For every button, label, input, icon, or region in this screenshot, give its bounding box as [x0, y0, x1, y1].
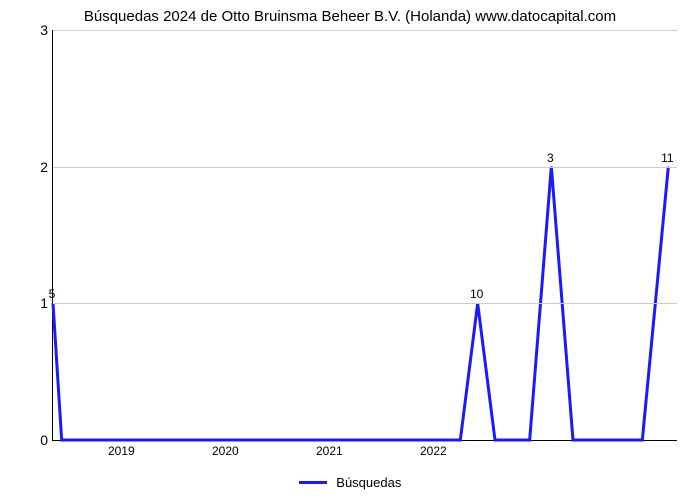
chart-title: Búsquedas 2024 de Otto Bruinsma Beheer B…	[0, 8, 700, 25]
value-label: 10	[470, 287, 483, 301]
x-tick-label: 2019	[108, 444, 135, 458]
y-tick-label: 2	[28, 159, 48, 175]
gridline-y	[53, 30, 677, 31]
line-series	[53, 30, 677, 440]
chart-container: Búsquedas 2024 de Otto Bruinsma Beheer B…	[0, 0, 700, 500]
x-tick-label: 2020	[212, 444, 239, 458]
plot-area	[52, 30, 677, 441]
value-label: 11	[661, 151, 673, 165]
value-label: 3	[547, 151, 554, 165]
legend-label: Búsquedas	[336, 475, 401, 490]
legend: Búsquedas	[0, 474, 700, 490]
y-tick-label: 1	[28, 295, 48, 311]
value-label: 5	[49, 287, 56, 301]
y-tick-label: 3	[28, 22, 48, 38]
y-tick-label: 0	[28, 432, 48, 448]
gridline-y	[53, 303, 677, 304]
x-tick-label: 2022	[420, 444, 447, 458]
gridline-y	[53, 167, 677, 168]
legend-swatch	[299, 481, 327, 484]
x-tick-label: 2021	[316, 444, 343, 458]
